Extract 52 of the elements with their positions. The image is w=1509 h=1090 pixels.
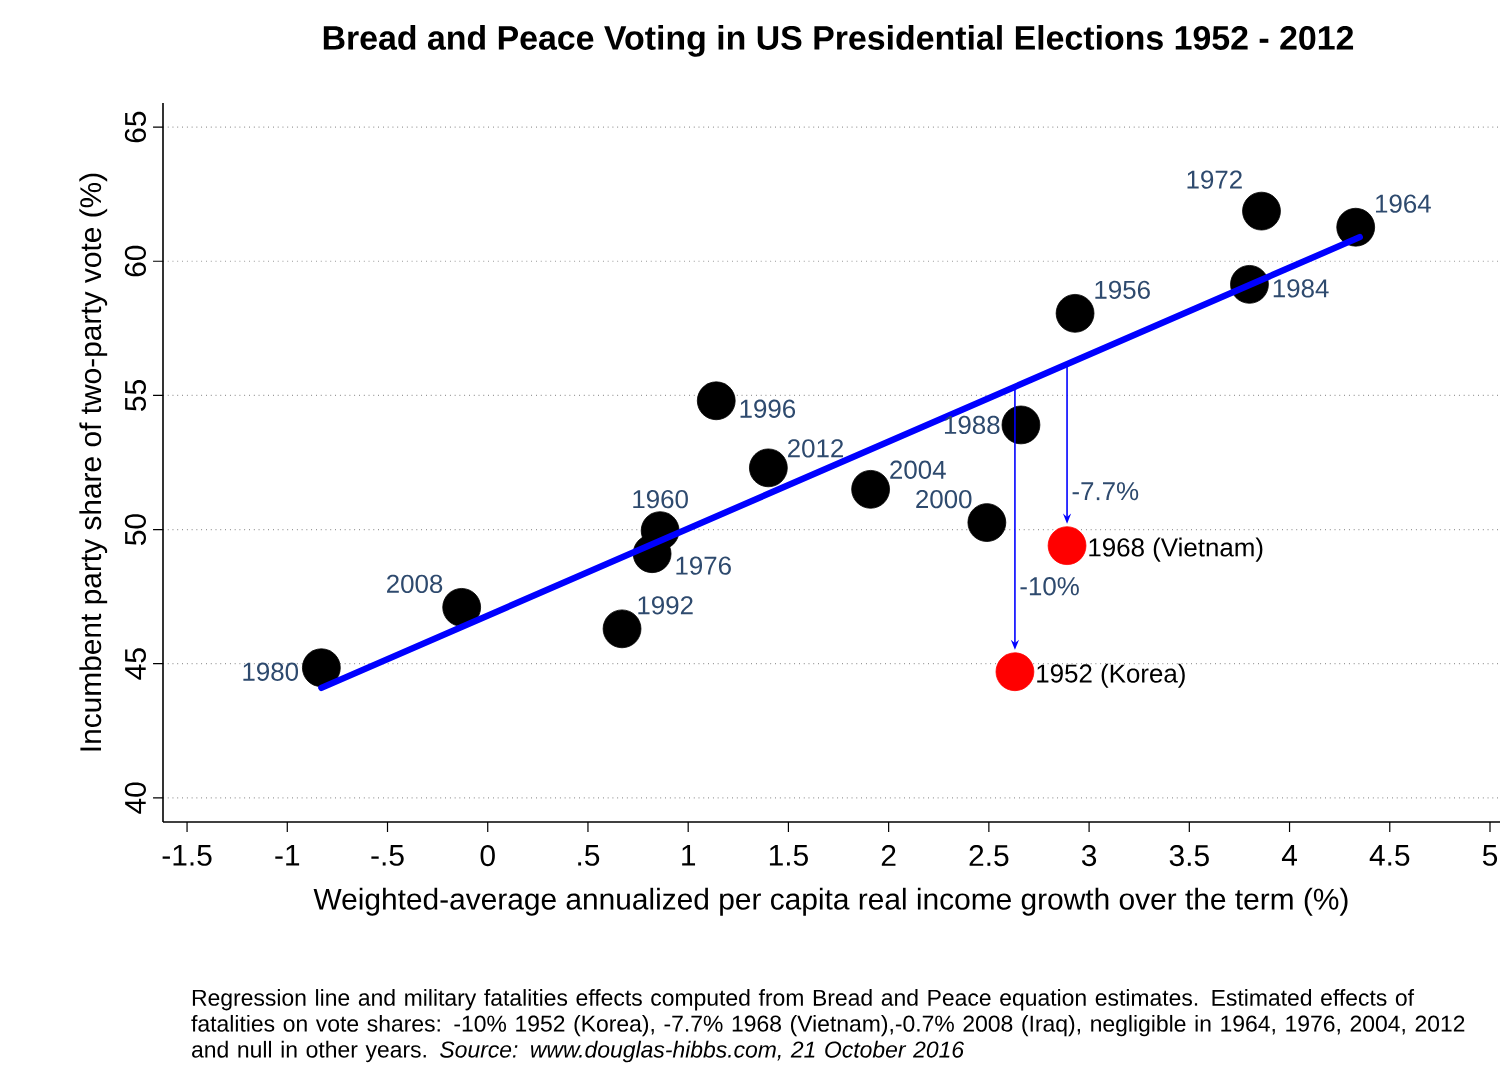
point — [696, 381, 736, 421]
x-tick-label: -1 — [275, 844, 300, 866]
x-axis-title: Weighted-average annualized per capita real income growth over the term (%) — [313, 887, 1348, 916]
annotation: -10% — [1020, 577, 1079, 596]
annotation: 1988 — [944, 415, 1000, 435]
point — [442, 588, 482, 627]
x-tick-label: 1.5 — [769, 844, 808, 866]
annotation: 1960 — [633, 489, 688, 509]
x-tick-label: 3 — [1081, 844, 1097, 867]
x-tick-label: 5 — [1482, 844, 1498, 866]
y-axis-title: Incumbent party share of two-party vote (%) — [79, 173, 108, 751]
x-tick-label: -1.5 — [162, 844, 212, 866]
annotation: 1952 (Korea) — [1037, 663, 1185, 688]
point — [1047, 526, 1087, 565]
annotation: 2008 — [387, 574, 443, 594]
annotation: 1968 (Vietnam) — [1089, 537, 1263, 562]
annotation: 1996 — [740, 399, 796, 418]
point — [995, 652, 1035, 692]
x-tick-label: -.5 — [371, 844, 404, 866]
annotation: 1964 — [1376, 194, 1431, 213]
x-tick-label: 4.5 — [1369, 844, 1410, 866]
point — [1001, 405, 1041, 445]
text: Regression line and military fatalities effects computed from Bread and Peace equation estimates. Estimated effects of fatalities on vote shares: -10% 1952 (Korea), -7.7% 1968 (Vietnam),-0.7% 2008 (Iraq), negligible in 1964, 1976, 2004, 2012 and null in other years. Source: www.douglas-hibbs.com, 21 October 2016 — [191, 989, 1465, 1063]
chart-title: Bread and Peace Voting in US Presidential Elections 1952 - 2012 — [323, 25, 1354, 57]
annotation: 1992 — [638, 596, 693, 615]
x-tick-label: 2.5 — [969, 844, 1009, 867]
annotation: 1976 — [676, 556, 731, 575]
annotation: -7.7% — [1072, 482, 1139, 501]
x-tick-label: 4 — [1281, 844, 1297, 866]
y-tick-label: 60 — [124, 245, 146, 277]
y-tick-label: 40 — [124, 782, 146, 814]
x-tick-label: 3.5 — [1169, 844, 1209, 867]
point — [1242, 191, 1281, 231]
point — [1055, 294, 1095, 333]
y-tick-label: 45 — [125, 648, 146, 680]
y-tick-label: 65 — [124, 111, 146, 143]
annotation: 1956 — [1095, 280, 1150, 299]
y-tick-label: 50 — [124, 514, 146, 545]
point — [302, 648, 341, 688]
annotation: 1972 — [1187, 170, 1242, 189]
x-tick-label: 0 — [480, 844, 495, 867]
x-tick-label: 1 — [682, 844, 696, 866]
annotation: 2004 — [890, 460, 946, 479]
point — [749, 448, 788, 488]
annotation: 2000 — [916, 489, 972, 509]
x-tick-label: .5 — [578, 844, 600, 866]
annotation: 1984 — [1273, 279, 1329, 298]
y-tick-label: 55 — [125, 380, 146, 411]
annotation: 1980 — [243, 662, 299, 681]
x-tick-label: 2 — [881, 844, 896, 866]
annotation: 2012 — [788, 439, 843, 458]
point — [851, 469, 890, 509]
